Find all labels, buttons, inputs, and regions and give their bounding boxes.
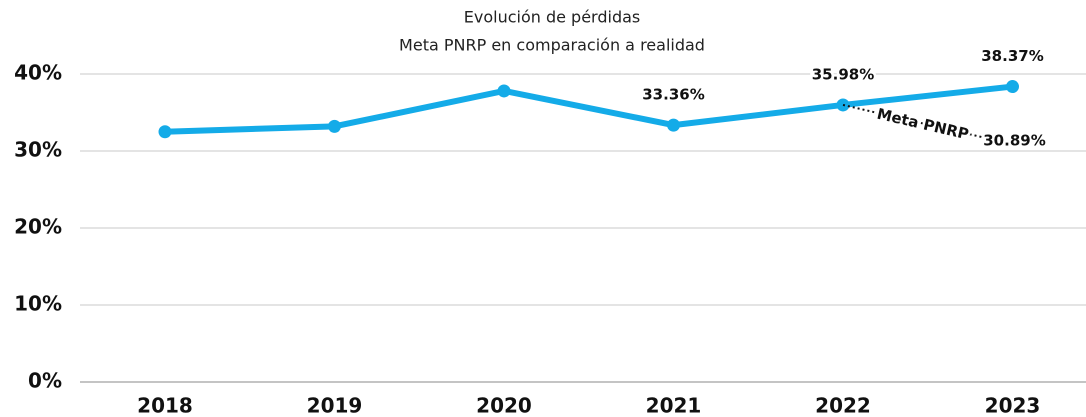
- x-tick-label: 2020: [476, 394, 532, 417]
- data-label: 35.98%: [812, 65, 874, 83]
- y-tick-label: 10%: [14, 292, 62, 316]
- line: [164, 83, 1013, 135]
- series-label: Meta PNRP: [875, 105, 970, 144]
- target-line: [842, 103, 1013, 146]
- x-tick-label: 2022: [815, 394, 871, 417]
- y-tick-label: 40%: [14, 61, 62, 85]
- x-tick-label: 2023: [985, 394, 1041, 417]
- y-tick-label: 20%: [14, 215, 62, 239]
- point: [328, 119, 341, 133]
- x-tick-label: 2018: [137, 394, 193, 417]
- point: [1006, 80, 1019, 94]
- y-tick-label: 30%: [14, 138, 62, 162]
- data-label: 30.89%: [983, 132, 1045, 150]
- x-tick-label: 2019: [307, 394, 363, 417]
- x-tick-label: 2021: [646, 394, 702, 417]
- point: [158, 125, 172, 139]
- chart-title: Evolución de pérdidas: [464, 8, 641, 27]
- data-label: 38.37%: [981, 47, 1043, 65]
- y-tick-label: 0%: [28, 369, 62, 393]
- chart-subtitle: Meta PNRP en comparación a realidad: [399, 36, 705, 55]
- point: [497, 84, 511, 98]
- point: [667, 118, 680, 132]
- data-label: 33.36%: [642, 86, 704, 104]
